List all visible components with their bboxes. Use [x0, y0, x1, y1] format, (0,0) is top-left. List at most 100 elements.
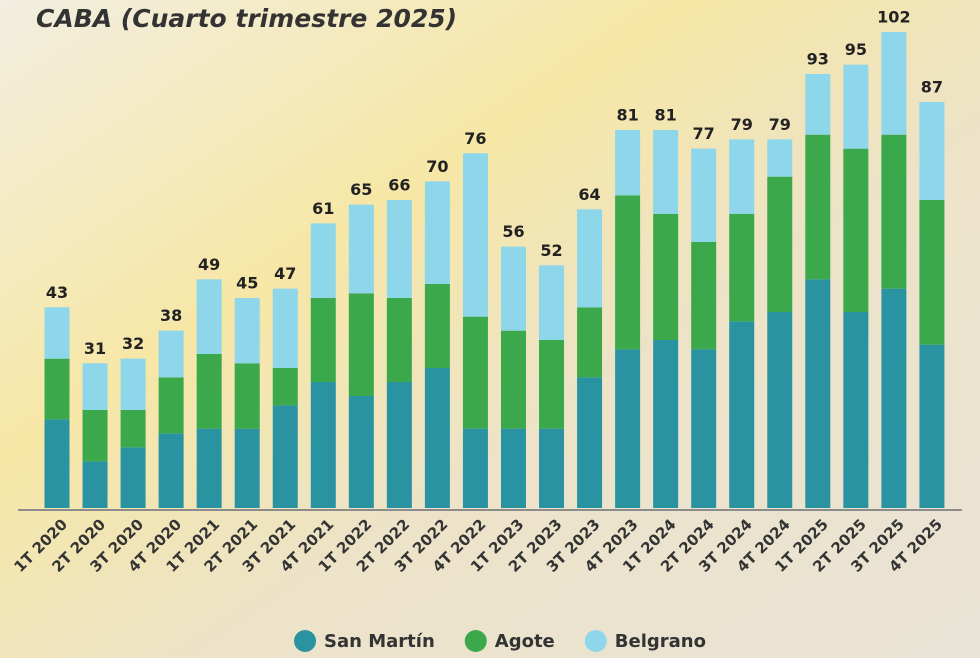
bar-segment	[272, 405, 298, 508]
bar-segment	[653, 214, 679, 340]
bar-segment	[310, 382, 336, 508]
bar-segment	[729, 214, 755, 322]
bar-segment	[234, 428, 260, 508]
bar-segment	[843, 64, 869, 149]
bar-segment	[310, 223, 336, 298]
total-label: 47	[274, 264, 296, 283]
bar-segment	[424, 284, 450, 368]
total-label: 38	[160, 306, 182, 325]
legend-label: Agote	[495, 631, 555, 652]
bar-segment	[615, 349, 641, 508]
bar-segment	[120, 410, 146, 448]
total-label: 45	[236, 274, 258, 293]
bar-segment	[729, 321, 755, 508]
total-label: 79	[731, 115, 753, 134]
bar-segment	[44, 358, 70, 420]
bar-segment	[615, 130, 641, 196]
bar-segment	[767, 312, 793, 508]
bar-segment	[881, 134, 907, 289]
total-label: 32	[122, 334, 144, 353]
legend-label: Belgrano	[615, 631, 706, 652]
bar-segment	[539, 340, 565, 429]
total-label: 49	[198, 255, 220, 274]
legend-swatch	[464, 630, 487, 652]
bar-segment	[843, 148, 869, 312]
legend-label: San Martín	[324, 631, 435, 652]
bar-segment	[196, 279, 222, 354]
bar-segment	[805, 74, 831, 135]
bar-segment	[158, 330, 184, 378]
bar-segment	[615, 195, 641, 350]
bar-segment	[462, 316, 488, 429]
total-label: 52	[540, 241, 562, 260]
total-label: 95	[845, 40, 867, 59]
bar-segment	[919, 344, 945, 508]
legend-swatch	[294, 630, 317, 652]
bar-segment	[272, 288, 298, 368]
bar-segment	[234, 298, 260, 364]
bar-segment	[500, 428, 526, 508]
bar-segment	[348, 293, 374, 396]
total-label: 76	[464, 129, 486, 148]
bar-segment	[539, 265, 565, 340]
total-label: 61	[312, 199, 334, 218]
bar-segment	[577, 307, 603, 378]
bar-segment	[44, 419, 70, 508]
bar-segment	[82, 410, 108, 462]
bar-segment	[843, 312, 869, 508]
bar-segment	[729, 139, 755, 214]
total-label: 79	[769, 115, 791, 134]
bar-segment	[767, 139, 793, 177]
bar-segment	[577, 209, 603, 308]
bar-segment	[424, 368, 450, 508]
total-label: 70	[426, 157, 448, 176]
total-label: 31	[84, 339, 106, 358]
bar-segment	[386, 298, 412, 382]
total-label: 43	[46, 283, 68, 302]
bar-segment	[348, 204, 374, 294]
bar-segment	[82, 461, 108, 508]
total-label: 102	[877, 8, 910, 27]
bar-segment	[424, 181, 450, 284]
bar-segment	[805, 279, 831, 508]
bar-segment	[881, 288, 907, 508]
total-label: 65	[350, 180, 372, 199]
bar-segment	[653, 340, 679, 508]
bar-segment	[653, 130, 679, 214]
bar-segment	[158, 433, 184, 508]
total-label: 56	[502, 222, 524, 241]
legend: San Martín Agote Belgrano	[294, 630, 706, 652]
bar-segment	[500, 246, 526, 331]
bar-segment	[767, 176, 793, 312]
bar-segment	[120, 358, 146, 410]
bar-segment	[44, 307, 70, 359]
total-label: 77	[693, 124, 715, 143]
bar-segment	[691, 349, 717, 508]
total-label: 93	[807, 50, 829, 69]
bar-segment	[234, 363, 260, 429]
total-label: 81	[655, 106, 677, 125]
bar-segment	[348, 396, 374, 508]
bar-segment	[462, 153, 488, 317]
bar-segment	[919, 102, 945, 200]
bar-segment	[539, 428, 565, 508]
bar-segment	[881, 32, 907, 135]
bar-segment	[577, 377, 603, 508]
chart-title: CABA (Cuarto trimestre 2025)	[36, 4, 457, 33]
legend-swatch	[584, 630, 607, 652]
bar-segment	[196, 354, 222, 429]
bar-segment	[919, 200, 945, 345]
total-label: 66	[388, 176, 410, 195]
bar-segment	[158, 377, 184, 434]
bar-segment	[805, 134, 831, 280]
bar-segment	[120, 447, 146, 508]
bar-segment	[82, 363, 108, 410]
total-label: 64	[578, 185, 600, 204]
bar-segment	[196, 428, 222, 508]
total-label: 81	[616, 106, 638, 125]
bar-segment	[310, 298, 336, 382]
bar-segment	[691, 242, 717, 350]
bar-segment	[386, 200, 412, 298]
bar-segment	[386, 382, 412, 508]
